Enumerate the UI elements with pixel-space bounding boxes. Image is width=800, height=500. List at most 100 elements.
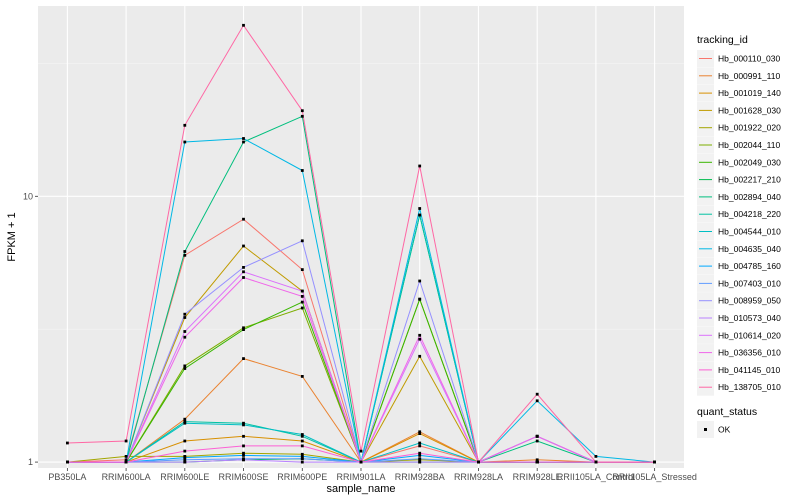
legend-label-Hb_010614_020: Hb_010614_020: [718, 330, 781, 340]
point-legend-items: OK: [697, 421, 731, 438]
data-point-Hb_008959_050-RRIM600PE: [300, 239, 304, 243]
x-tick-label-8: RRIM928LE: [513, 472, 562, 482]
data-point-Hb_000991_110-RRIM928BA: [418, 430, 422, 434]
legend-label-Hb_002044_110: Hb_002044_110: [718, 140, 781, 150]
x-tick-label-0: PB350LA: [48, 472, 86, 482]
legend: tracking_id Hb_000110_030Hb_000991_110Hb…: [697, 34, 781, 438]
legend-label-Hb_001019_140: Hb_001019_140: [718, 88, 781, 98]
legend-label-Hb_001922_020: Hb_001922_020: [718, 123, 781, 133]
x-tick-label-7: RRIM928LA: [454, 472, 503, 482]
data-point-Hb_002894_040-RRIM928LE: [535, 439, 539, 443]
data-point-Hb_004635_040-RRIM600SE: [242, 137, 245, 140]
data-point-Hb_008959_050-RRIM600SE: [242, 266, 245, 269]
x-tick-label-6: RRIM928BA: [395, 472, 445, 482]
data-point-Hb_041145_010-RRIM600PE: [300, 444, 304, 448]
data-point-Hb_002044_110-RRIM600PE: [300, 306, 304, 310]
data-point-Hb_000991_110-RRIM600PE: [300, 375, 304, 378]
data-point-Hb_004218_220-RRIM600PE: [300, 434, 304, 438]
data-point-Hb_010614_020-RRIM928BA: [418, 337, 422, 341]
data-point-Hb_138705_010-RRIM600PE: [300, 109, 304, 113]
data-point-Hb_004218_220-RRIM600SE: [242, 421, 245, 425]
legend-label-Hb_008959_050: Hb_008959_050: [718, 296, 781, 306]
grid-lines: [38, 6, 684, 468]
data-point-Hb_002049_030-RRIM600PE: [300, 300, 304, 304]
x-tick-label-5: RRIM901LA: [336, 472, 385, 482]
y-axis: 1 10: [23, 191, 38, 467]
x-tick-label-4: RRIM600PE: [277, 472, 327, 482]
data-point-Hb_001628_030-RRIM600LE: [183, 316, 187, 319]
data-point-Hb_041145_010-RRIM600LE: [183, 449, 187, 453]
data-point-Hb_008959_050-RRIM928BA: [418, 279, 422, 283]
legend-items: Hb_000110_030 Hb_000991_110 Hb_001019_140 H…: [697, 50, 781, 396]
data-point-Hb_004544_010-RRIM600PE: [300, 433, 304, 436]
data-point-Hb_001922_020-RRIM600SE: [242, 451, 245, 455]
legend-label-Hb_010573_040: Hb_010573_040: [718, 313, 781, 323]
legend-label-Hb_138705_010: Hb_138705_010: [718, 382, 781, 392]
data-point-Hb_004544_010-RRIM600LE: [183, 421, 187, 425]
data-point-Hb_001019_140-RRIM928BA: [418, 432, 422, 435]
x-axis-title: sample_name: [326, 483, 395, 495]
data-point-Hb_138705_010-RRIM600SE: [242, 23, 245, 27]
data-point-Hb_004218_220-RRIM928BA: [418, 213, 422, 217]
data-point-Hb_002894_040-RRIM600PE: [300, 114, 304, 118]
data-point-Hb_008959_050-RRIM600LE: [183, 312, 187, 316]
data-point-Hb_001922_020-RRIM600PE: [300, 452, 304, 456]
legend-label-Hb_004544_010: Hb_004544_010: [718, 227, 781, 237]
data-point-Hb_138705_010-RRIM928LE: [535, 392, 539, 396]
data-point-Hb_004544_010-RRIM600SE: [242, 423, 245, 427]
x-tick-label-9: RRII105LA_Control: [557, 472, 635, 482]
legend-label-Hb_002217_210: Hb_002217_210: [718, 175, 781, 185]
x-tick-label-3: RRIM600SE: [219, 472, 269, 482]
x-tick-label-2: RRIM600LE: [160, 472, 209, 482]
data-point-Hb_138705_010-RRIM600LA: [124, 439, 128, 443]
legend-label-Hb_004635_040: Hb_004635_040: [718, 244, 781, 254]
data-point-Hb_010573_040-RRIM600PE: [300, 460, 304, 464]
legend-label-Hb_001628_030: Hb_001628_030: [718, 105, 781, 115]
data-point-Hb_000110_030-RRIM600SE: [242, 217, 245, 221]
legend-label-Hb_002049_030: Hb_002049_030: [718, 157, 781, 167]
data-point-Hb_004635_040-RRIM928BA: [418, 207, 422, 210]
data-point-Hb_000110_030-RRIM928BA: [418, 444, 422, 448]
point-legend-label-0: OK: [718, 425, 731, 435]
data-point-Hb_004635_040-RRIM928LE: [535, 399, 539, 403]
data-point-Hb_002894_040-RRIM600SE: [242, 140, 245, 144]
data-point-Hb_000991_110-RRIM600SE: [242, 357, 245, 360]
data-point-Hb_000110_030-RRIM600LA: [124, 458, 128, 462]
data-point-Hb_138705_010-RRIM928BA: [418, 164, 422, 168]
x-axis: PB350LA RRIM600LA RRIM600LE RRIM600SE RRIM60…: [48, 468, 697, 482]
data-point-Hb_000110_030-RRIM600LE: [183, 253, 187, 257]
data-point-Hb_036356_010-RRIM600PE: [300, 295, 304, 298]
data-point-Hb_138705_010-RRIM928LA: [477, 460, 480, 464]
data-point-Hb_041145_010-PB350LA: [66, 460, 69, 464]
data-point-Hb_138705_010-RRII105LA_Stressed: [653, 460, 656, 464]
data-point-Hb_010573_040-RRIM600SE: [242, 458, 245, 462]
data-point-Hb_004218_220-RRIM600LE: [183, 420, 187, 423]
data-point-Hb_004635_040-RRII105LA_Control: [594, 455, 598, 458]
legend-label-Hb_000991_110: Hb_000991_110: [718, 71, 781, 81]
data-point-Hb_138705_010-RRIM901LA: [359, 449, 363, 453]
y-tick-label-1: 10: [23, 191, 33, 201]
legend-label-Hb_002894_040: Hb_002894_040: [718, 192, 781, 202]
data-point-Hb_004785_160-RRIM600SE: [242, 454, 245, 457]
data-point-Hb_001628_030-RRIM928BA: [418, 354, 422, 358]
data-point-Hb_041145_010-RRIM901LA: [359, 460, 363, 464]
legend-label-Hb_004218_220: Hb_004218_220: [718, 209, 781, 219]
data-point-Hb_041145_010-RRIM928BA: [418, 451, 422, 455]
series-points: [66, 23, 656, 464]
data-point-Hb_010614_020-RRIM600SE: [242, 270, 245, 274]
data-point-Hb_036356_010-RRIM928LE: [535, 434, 539, 438]
data-point-Hb_041145_010-RRIM600LA: [124, 460, 128, 464]
data-point-Hb_007403_010-RRIM600LE: [183, 458, 187, 462]
data-point-Hb_001019_140-RRIM600PE: [300, 439, 304, 443]
legend-label-Hb_007403_010: Hb_007403_010: [718, 278, 781, 288]
data-point-Hb_041145_010-RRIM928LE: [535, 460, 539, 464]
data-point-Hb_004785_160-RRIM600PE: [300, 455, 304, 458]
data-point-Hb_036356_010-RRIM928BA: [418, 333, 422, 337]
data-point-Hb_138705_010-PB350LA: [66, 441, 69, 445]
data-point-Hb_002044_110-RRIM600LE: [183, 364, 187, 368]
data-point-Hb_002049_030-RRIM600SE: [242, 328, 245, 331]
x-tick-label-1: RRIM600LA: [102, 472, 151, 482]
data-point-Hb_001628_030-RRIM600SE: [242, 244, 245, 248]
data-point-Hb_138705_010-RRII105LA_Control: [594, 460, 598, 464]
data-point-Hb_002049_030-RRIM600LE: [183, 367, 187, 370]
